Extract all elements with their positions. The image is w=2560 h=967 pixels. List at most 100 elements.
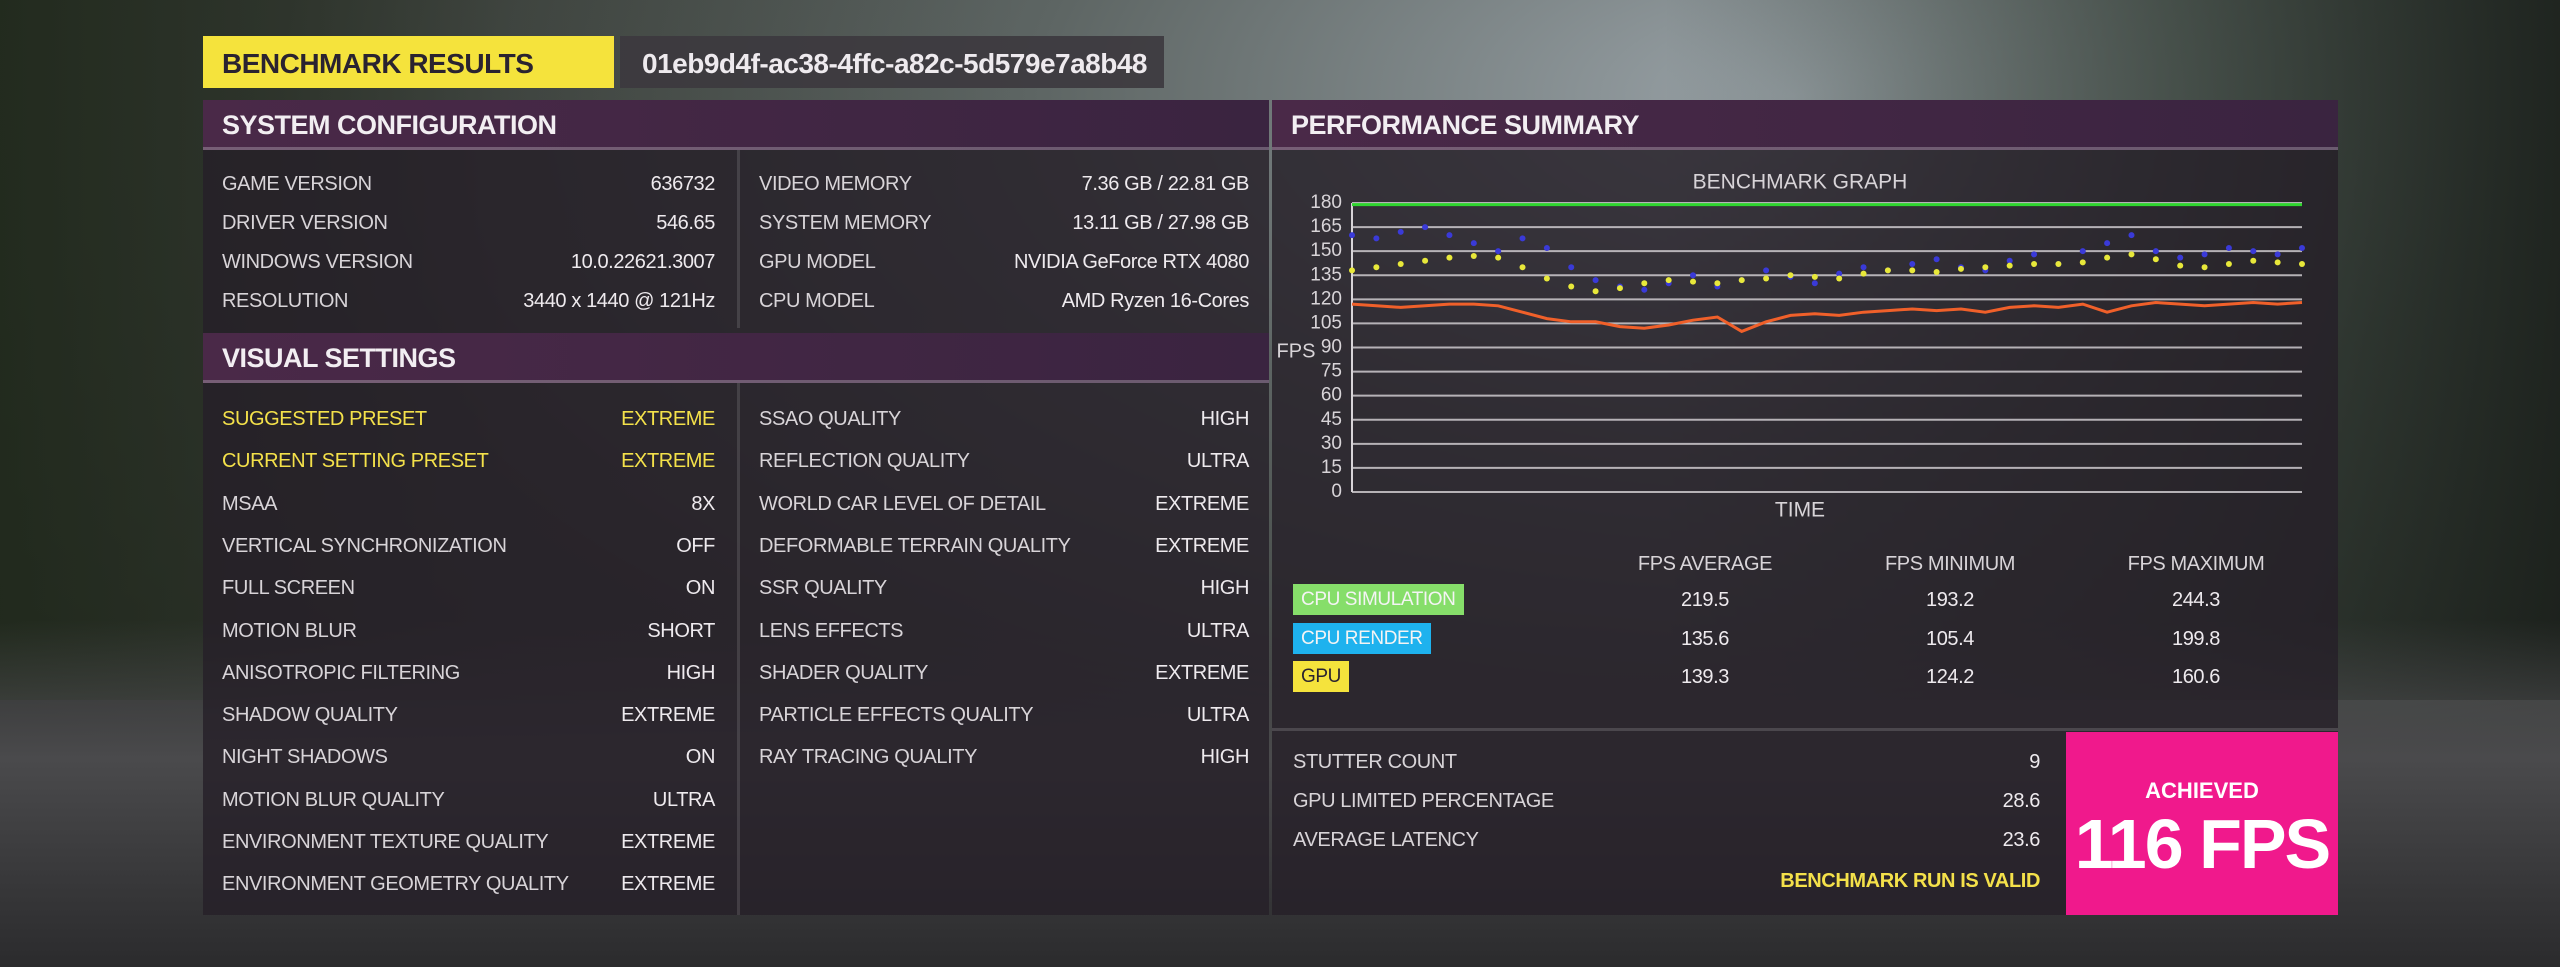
- data-point: [1495, 254, 1502, 261]
- setting-label: VERTICAL SYNCHRONIZATION: [222, 534, 507, 557]
- run-status: BENCHMARK RUN IS VALID: [1780, 870, 2040, 892]
- setting-value: 3440 x 1440 @ 121Hz: [523, 290, 715, 312]
- data-point: [1884, 267, 1891, 274]
- data-point: [1592, 288, 1599, 295]
- data-point: [2128, 251, 2135, 258]
- setting-value: SHORT: [647, 619, 715, 642]
- y-tick-label: 105: [1310, 312, 1342, 333]
- series-line: [1351, 300, 2303, 334]
- metric-label: AVERAGE LATENCY: [1293, 829, 1479, 851]
- metric-label: GPU LIMITED PERCENTAGE: [1293, 790, 1554, 812]
- data-point: [2031, 251, 2038, 258]
- setting-label: MSAA: [222, 492, 278, 515]
- stats-column-header: FPS MAXIMUM: [2127, 553, 2265, 575]
- setting-value: EXTREME: [621, 450, 715, 473]
- data-point: [2079, 248, 2086, 255]
- data-point: [1690, 272, 1697, 279]
- setting-label: LENS EFFECTS: [759, 619, 904, 642]
- setting-value: ON: [685, 746, 716, 769]
- data-point: [2274, 251, 2281, 258]
- data-point: [1982, 264, 1989, 271]
- data-point: [1349, 267, 1355, 274]
- setting-label: ANISOTROPIC FILTERING: [222, 661, 460, 684]
- data-point: [1641, 280, 1648, 287]
- page-title: BENCHMARK RESULTS: [222, 48, 534, 79]
- y-tick-label: 180: [1310, 192, 1342, 213]
- y-tick-label: 135: [1310, 264, 1342, 285]
- setting-label: SHADOW QUALITY: [222, 704, 398, 727]
- setting-value: ON: [685, 577, 716, 600]
- data-point: [1909, 267, 1916, 274]
- data-point: [1738, 277, 1745, 284]
- setting-label: SSR QUALITY: [759, 577, 887, 600]
- setting-value: 546.65: [656, 212, 715, 234]
- data-point: [1422, 224, 1429, 231]
- setting-label: CURRENT SETTING PRESET: [222, 450, 489, 473]
- data-point: [1592, 277, 1599, 284]
- divider: [737, 383, 740, 915]
- setting-value: EXTREME: [621, 704, 715, 727]
- setting-label: RESOLUTION: [222, 290, 349, 312]
- y-tick-label: 165: [1310, 216, 1342, 237]
- data-point: [1641, 286, 1648, 293]
- data-point: [2177, 254, 2184, 261]
- legend-chip: CPU RENDER: [1293, 622, 1431, 654]
- setting-value: EXTREME: [1155, 492, 1249, 515]
- run-id-box: 01eb9d4f-ac38-4ffc-a82c-5d579e7a8b48: [620, 36, 1164, 88]
- data-point: [2031, 261, 2038, 268]
- data-point: [1568, 283, 1575, 290]
- setting-label: PARTICLE EFFECTS QUALITY: [759, 704, 1034, 727]
- data-point: [2104, 240, 2111, 247]
- left-panel: [203, 100, 1269, 915]
- section-header: SYSTEM CONFIGURATION: [203, 100, 1269, 150]
- stats-value: 135.6: [1680, 627, 1730, 650]
- setting-value: 10.0.22621.3007: [570, 251, 716, 273]
- data-point: [1763, 275, 1770, 282]
- data-point: [1422, 257, 1429, 264]
- setting-label: MOTION BLUR QUALITY: [222, 788, 445, 811]
- data-point: [1349, 232, 1355, 239]
- setting-value: HIGH: [1200, 408, 1250, 430]
- setting-label: VIDEO MEMORY: [759, 173, 912, 195]
- setting-value: 7.36 GB / 22.81 GB: [1081, 173, 1250, 195]
- data-point: [2299, 244, 2305, 251]
- achieved-label: ACHIEVED: [2145, 778, 2259, 803]
- data-point: [2201, 251, 2208, 258]
- data-point: [2079, 259, 2086, 266]
- section-header: VISUAL SETTINGS: [203, 333, 1269, 383]
- x-axis-label: TIME: [1775, 499, 1825, 522]
- data-point: [2006, 257, 2013, 264]
- setting-label: SSAO QUALITY: [759, 408, 901, 430]
- data-point: [1690, 278, 1697, 285]
- data-point: [1446, 254, 1453, 261]
- setting-label: GPU MODEL: [759, 251, 876, 273]
- data-point: [1933, 256, 1940, 263]
- data-point: [1836, 270, 1843, 277]
- setting-value: AMD Ryzen 16-Cores: [1061, 290, 1250, 312]
- y-tick-label: 90: [1321, 337, 1342, 358]
- stats-value: 199.8: [2171, 627, 2221, 650]
- setting-label: WORLD CAR LEVEL OF DETAIL: [759, 492, 1046, 515]
- data-point: [1714, 280, 1721, 287]
- data-point: [1811, 273, 1818, 280]
- data-point: [1957, 265, 1964, 272]
- y-tick-label: 150: [1310, 240, 1342, 261]
- section-title: PERFORMANCE SUMMARY: [1291, 110, 1640, 140]
- metric-label: STUTTER COUNT: [1293, 751, 1457, 773]
- setting-label: SHADER QUALITY: [759, 661, 928, 684]
- run-id: 01eb9d4f-ac38-4ffc-a82c-5d579e7a8b48: [642, 48, 1148, 79]
- data-point: [2250, 248, 2257, 255]
- data-point: [2250, 257, 2257, 264]
- setting-label: NIGHT SHADOWS: [222, 746, 388, 769]
- setting-value: EXTREME: [1155, 534, 1249, 557]
- setting-label: SUGGESTED PRESET: [222, 408, 427, 430]
- data-point: [2152, 248, 2159, 255]
- setting-label: DEFORMABLE TERRAIN QUALITY: [759, 534, 1071, 557]
- section-divider: [1272, 728, 2338, 731]
- data-point: [1519, 235, 1526, 242]
- data-point: [1616, 285, 1623, 292]
- stats-value: 193.2: [1925, 589, 1975, 611]
- y-tick-label: 15: [1321, 457, 1342, 478]
- y-tick-label: 30: [1321, 433, 1342, 454]
